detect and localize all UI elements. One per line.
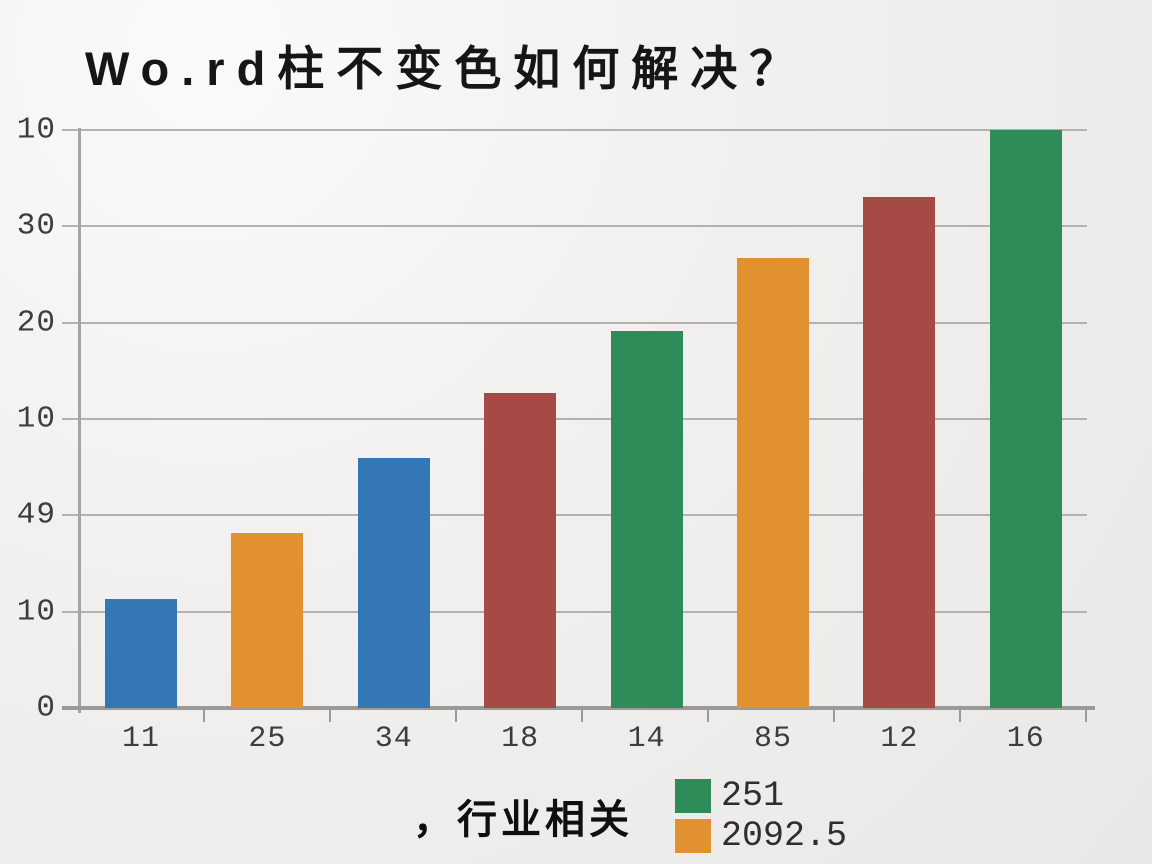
bar: [989, 130, 1062, 708]
legend-swatch: [675, 819, 711, 853]
x-axis-tick-label: 85: [753, 722, 793, 756]
x-axis-tick: [833, 709, 835, 722]
bar: [737, 258, 809, 708]
x-axis-line: [62, 706, 1095, 710]
x-axis-tick: [203, 709, 205, 722]
gridline: [62, 514, 1087, 517]
legend: ，行业相关 251 2092.5: [413, 776, 847, 856]
x-axis-tick: [329, 709, 331, 722]
legend-entry: 251: [675, 776, 847, 816]
bar: [484, 392, 557, 708]
legend-entry: 2092.5: [675, 816, 847, 856]
x-axis-tick-label: 16: [1006, 722, 1045, 756]
bar: [610, 331, 683, 708]
x-axis-tick-label: 12: [880, 722, 919, 756]
x-axis-tick: [707, 709, 709, 722]
x-axis-tick-label: 34: [374, 722, 413, 756]
y-axis-tick-label: 0: [36, 690, 56, 726]
y-axis-tick-label: 10: [16, 401, 56, 437]
x-axis-tick: [1085, 709, 1087, 722]
gridline: [62, 129, 1087, 131]
x-axis-tick-label: 18: [501, 722, 540, 756]
y-axis-tick-label: 10: [16, 594, 56, 630]
y-axis-tick-label: 20: [16, 305, 56, 341]
gridline: [62, 418, 1087, 420]
bar: [231, 532, 304, 708]
gridline: [62, 610, 1087, 613]
bar: [105, 599, 177, 708]
x-axis-tick-label: 14: [627, 722, 666, 756]
y-axis-tick-label: 30: [16, 208, 56, 244]
gridline: [62, 321, 1087, 324]
y-axis-line: [78, 128, 81, 713]
gridline: [62, 225, 1087, 228]
x-axis-tick: [959, 709, 961, 722]
x-axis-tick: [581, 709, 583, 722]
chart-title: Wo.rd柱不变色如何解决？: [85, 42, 809, 95]
legend-swatch: [675, 779, 711, 813]
y-axis-tick-label: 49: [16, 497, 56, 533]
legend-title: ，行业相关: [413, 798, 633, 842]
x-axis-tick: [455, 709, 457, 722]
bar: [863, 197, 936, 708]
legend-entry-label: 251: [721, 776, 785, 816]
y-axis-tick-label: 10: [16, 112, 56, 148]
x-axis-tick-label: 25: [248, 722, 287, 756]
legend-entry-label: 2092.5: [721, 816, 848, 856]
x-axis-tick-label: 11: [121, 722, 161, 756]
bar: [357, 458, 430, 708]
